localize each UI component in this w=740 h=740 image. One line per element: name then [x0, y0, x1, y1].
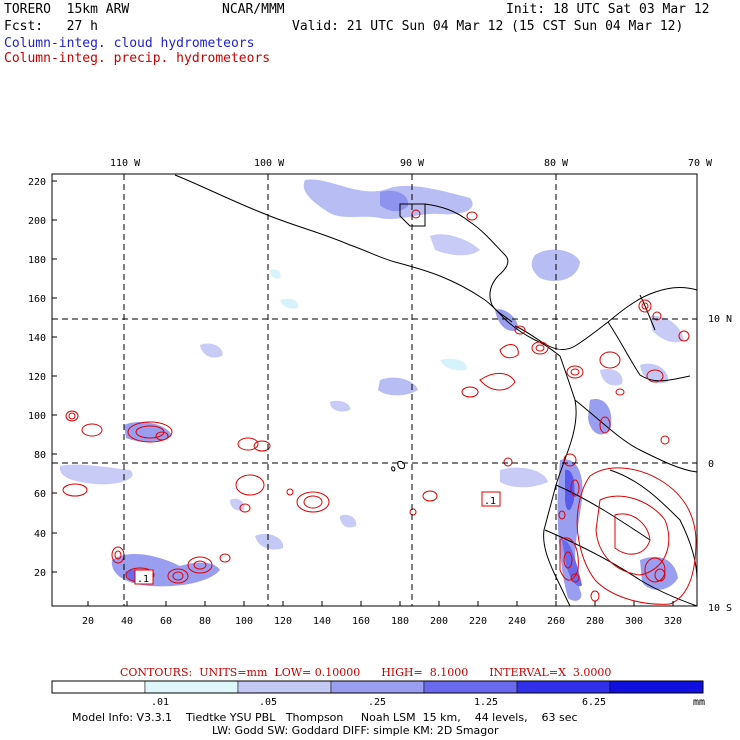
colorbar-cell [330, 680, 425, 694]
lon-label: 90 W [400, 158, 425, 169]
footer-physics-info: LW: Godd SW: Goddard DIFF: simple KM: 2D… [212, 724, 499, 737]
map-frame [51, 173, 698, 607]
y-tick-label: 220 [28, 177, 46, 188]
x-tick-label: 260 [547, 616, 565, 627]
x-tick-label: 200 [430, 616, 448, 627]
x-tick-label: 80 [199, 616, 211, 627]
x-tick-label: 300 [625, 616, 643, 627]
x-tick-label: 220 [469, 616, 487, 627]
colorbar-label: .05 [259, 697, 277, 708]
legend-cloud: Column-integ. cloud hydrometeors [4, 36, 255, 51]
colorbar-cell [51, 680, 146, 694]
low-marker-label: .1 [484, 496, 496, 507]
x-tick-label: 160 [352, 616, 370, 627]
colorbar-units: mm [693, 697, 705, 708]
footer-model-info: Model Info: V3.3.1 Tiedtke YSU PBL Thomp… [72, 711, 578, 724]
x-tick-label: 120 [274, 616, 292, 627]
y-tick-label: 60 [34, 489, 46, 500]
x-tick-label: 20 [82, 616, 94, 627]
lat-label: 10 N [708, 314, 732, 325]
y-tick-label: 160 [28, 294, 46, 305]
y-tick-label: 120 [28, 372, 46, 383]
y-tick-label: 180 [28, 255, 46, 266]
colorbar-label: .25 [368, 697, 386, 708]
lon-label: 100 W [254, 158, 285, 169]
y-tick-label: 100 [28, 411, 46, 422]
lat-label: 10 S [708, 603, 732, 614]
forecast-hour: Fcst: 27 h [4, 19, 98, 34]
colorbar-label: .01 [151, 697, 169, 708]
x-tick-label: 180 [391, 616, 409, 627]
colorbar-cell [237, 680, 332, 694]
lon-label: 70 W [688, 158, 713, 169]
x-tick-label: 40 [121, 616, 133, 627]
x-tick-label: 280 [586, 616, 604, 627]
contour-info: CONTOURS: UNITS=mm LOW= 0.10000 HIGH= 8.… [120, 666, 612, 679]
colorbar [51, 680, 704, 694]
lat-label: 0 [708, 459, 714, 470]
low-marker-box [481, 491, 501, 507]
x-tick-label: 100 [235, 616, 253, 627]
colorbar-cell [423, 680, 518, 694]
x-tick-label: 240 [508, 616, 526, 627]
y-tick-label: 80 [34, 450, 46, 461]
low-marker-label: .1 [137, 574, 149, 585]
graticule [52, 174, 697, 606]
y-tick-label: 140 [28, 333, 46, 344]
low-marker-box [134, 569, 154, 585]
colorbar-cell [144, 680, 239, 694]
y-tick-label: 40 [34, 529, 46, 540]
x-tick-label: 60 [160, 616, 172, 627]
y-tick-label: 200 [28, 216, 46, 227]
init-time: Init: 18 UTC Sat 03 Mar 12 [506, 2, 710, 17]
colorbar-label: 6.25 [582, 697, 606, 708]
precip-contours [62, 209, 697, 605]
x-tick-label: 140 [313, 616, 331, 627]
org-label: NCAR/MMM [222, 2, 285, 17]
valid-time: Valid: 21 UTC Sun 04 Mar 12 (15 CST Sun … [292, 19, 684, 34]
lon-label: 80 W [544, 158, 569, 169]
colorbar-label: 1.25 [474, 697, 498, 708]
colorbar-frame [51, 680, 704, 694]
y-tick-label: 20 [34, 568, 46, 579]
colorbar-cell [609, 680, 704, 694]
model-title: TORERO 15km ARW [4, 2, 130, 17]
lon-label: 110 W [110, 158, 141, 169]
legend-precip: Column-integ. precip. hydrometeors [4, 51, 271, 66]
colorbar-cell [516, 680, 611, 694]
x-tick-label: 320 [664, 616, 682, 627]
